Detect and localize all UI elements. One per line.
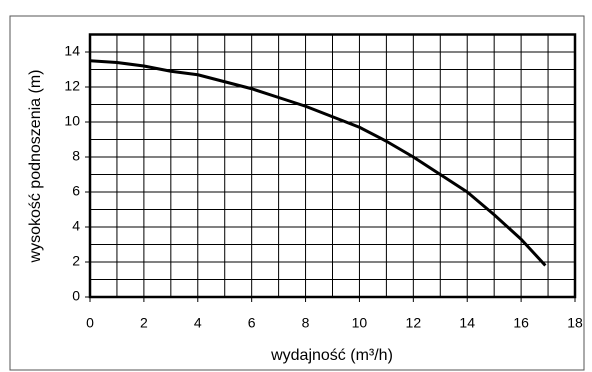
x-axis-label: wydajność (m³/h) xyxy=(270,347,393,364)
y-axis-label: wysokość podnoszenia (m) xyxy=(27,70,44,264)
x-tick-label: 4 xyxy=(194,315,202,331)
x-tick-label: 12 xyxy=(406,315,422,331)
y-tick-label: 10 xyxy=(64,113,80,129)
y-tick-label: 0 xyxy=(72,288,80,304)
y-tick-label: 12 xyxy=(64,78,80,94)
curve xyxy=(89,59,547,267)
y-tick-label: 14 xyxy=(64,43,80,59)
chart-frame xyxy=(9,15,585,371)
y-tick-label: 8 xyxy=(72,148,80,164)
x-tick-label: 18 xyxy=(567,315,583,331)
y-tick-label: 6 xyxy=(72,183,80,199)
x-tick-label: 0 xyxy=(86,315,94,331)
x-tick-label: 14 xyxy=(459,315,475,331)
x-tick-label: 10 xyxy=(352,315,368,331)
plot-border xyxy=(88,33,577,299)
x-tick-label: 6 xyxy=(248,315,256,331)
x-tick-label: 2 xyxy=(140,315,148,331)
y-tick-label: 4 xyxy=(72,218,80,234)
x-tick-label: 8 xyxy=(302,315,310,331)
x-tick-label: 16 xyxy=(513,315,529,331)
y-tick-label: 2 xyxy=(72,253,80,269)
